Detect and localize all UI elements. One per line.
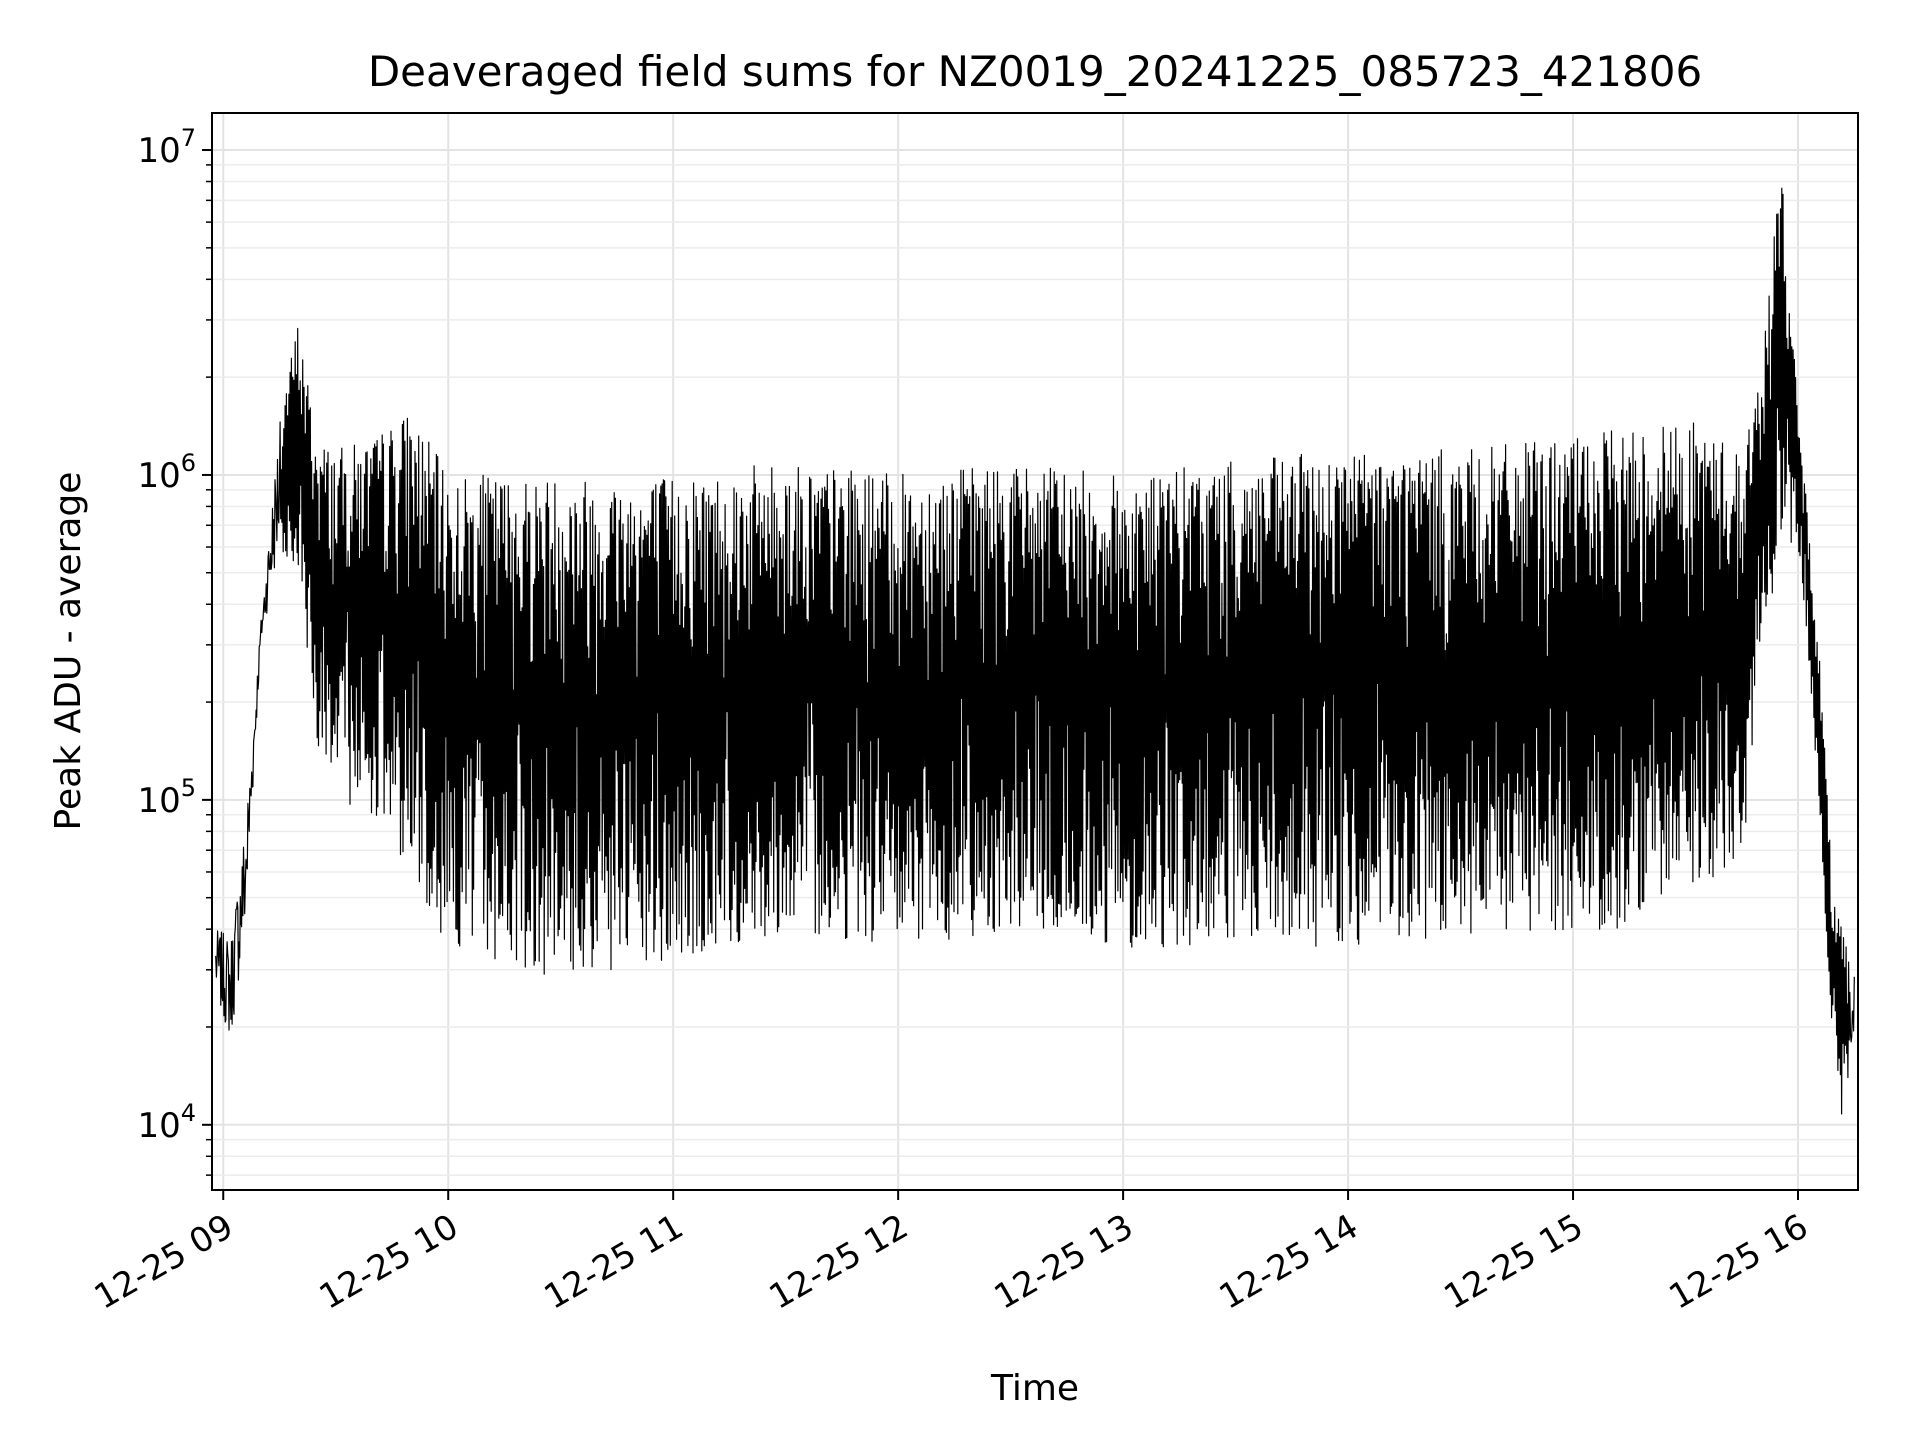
y-tick-label: 106	[137, 449, 196, 496]
chart-title: Deaveraged field sums for NZ0019_2024122…	[368, 47, 1702, 96]
y-tick-label: 107	[137, 124, 196, 171]
plot-frame	[211, 112, 1859, 1191]
series-line	[215, 187, 1855, 1115]
y-axis-title: Peak ADU - average	[48, 472, 89, 831]
y-axis: 104 105 106 107	[137, 124, 212, 1176]
series-line-group	[215, 187, 1855, 1115]
x-axis-title: Time	[990, 1368, 1079, 1409]
y-tick-label: 104	[137, 1099, 196, 1146]
y-tick-label: 105	[137, 774, 196, 821]
